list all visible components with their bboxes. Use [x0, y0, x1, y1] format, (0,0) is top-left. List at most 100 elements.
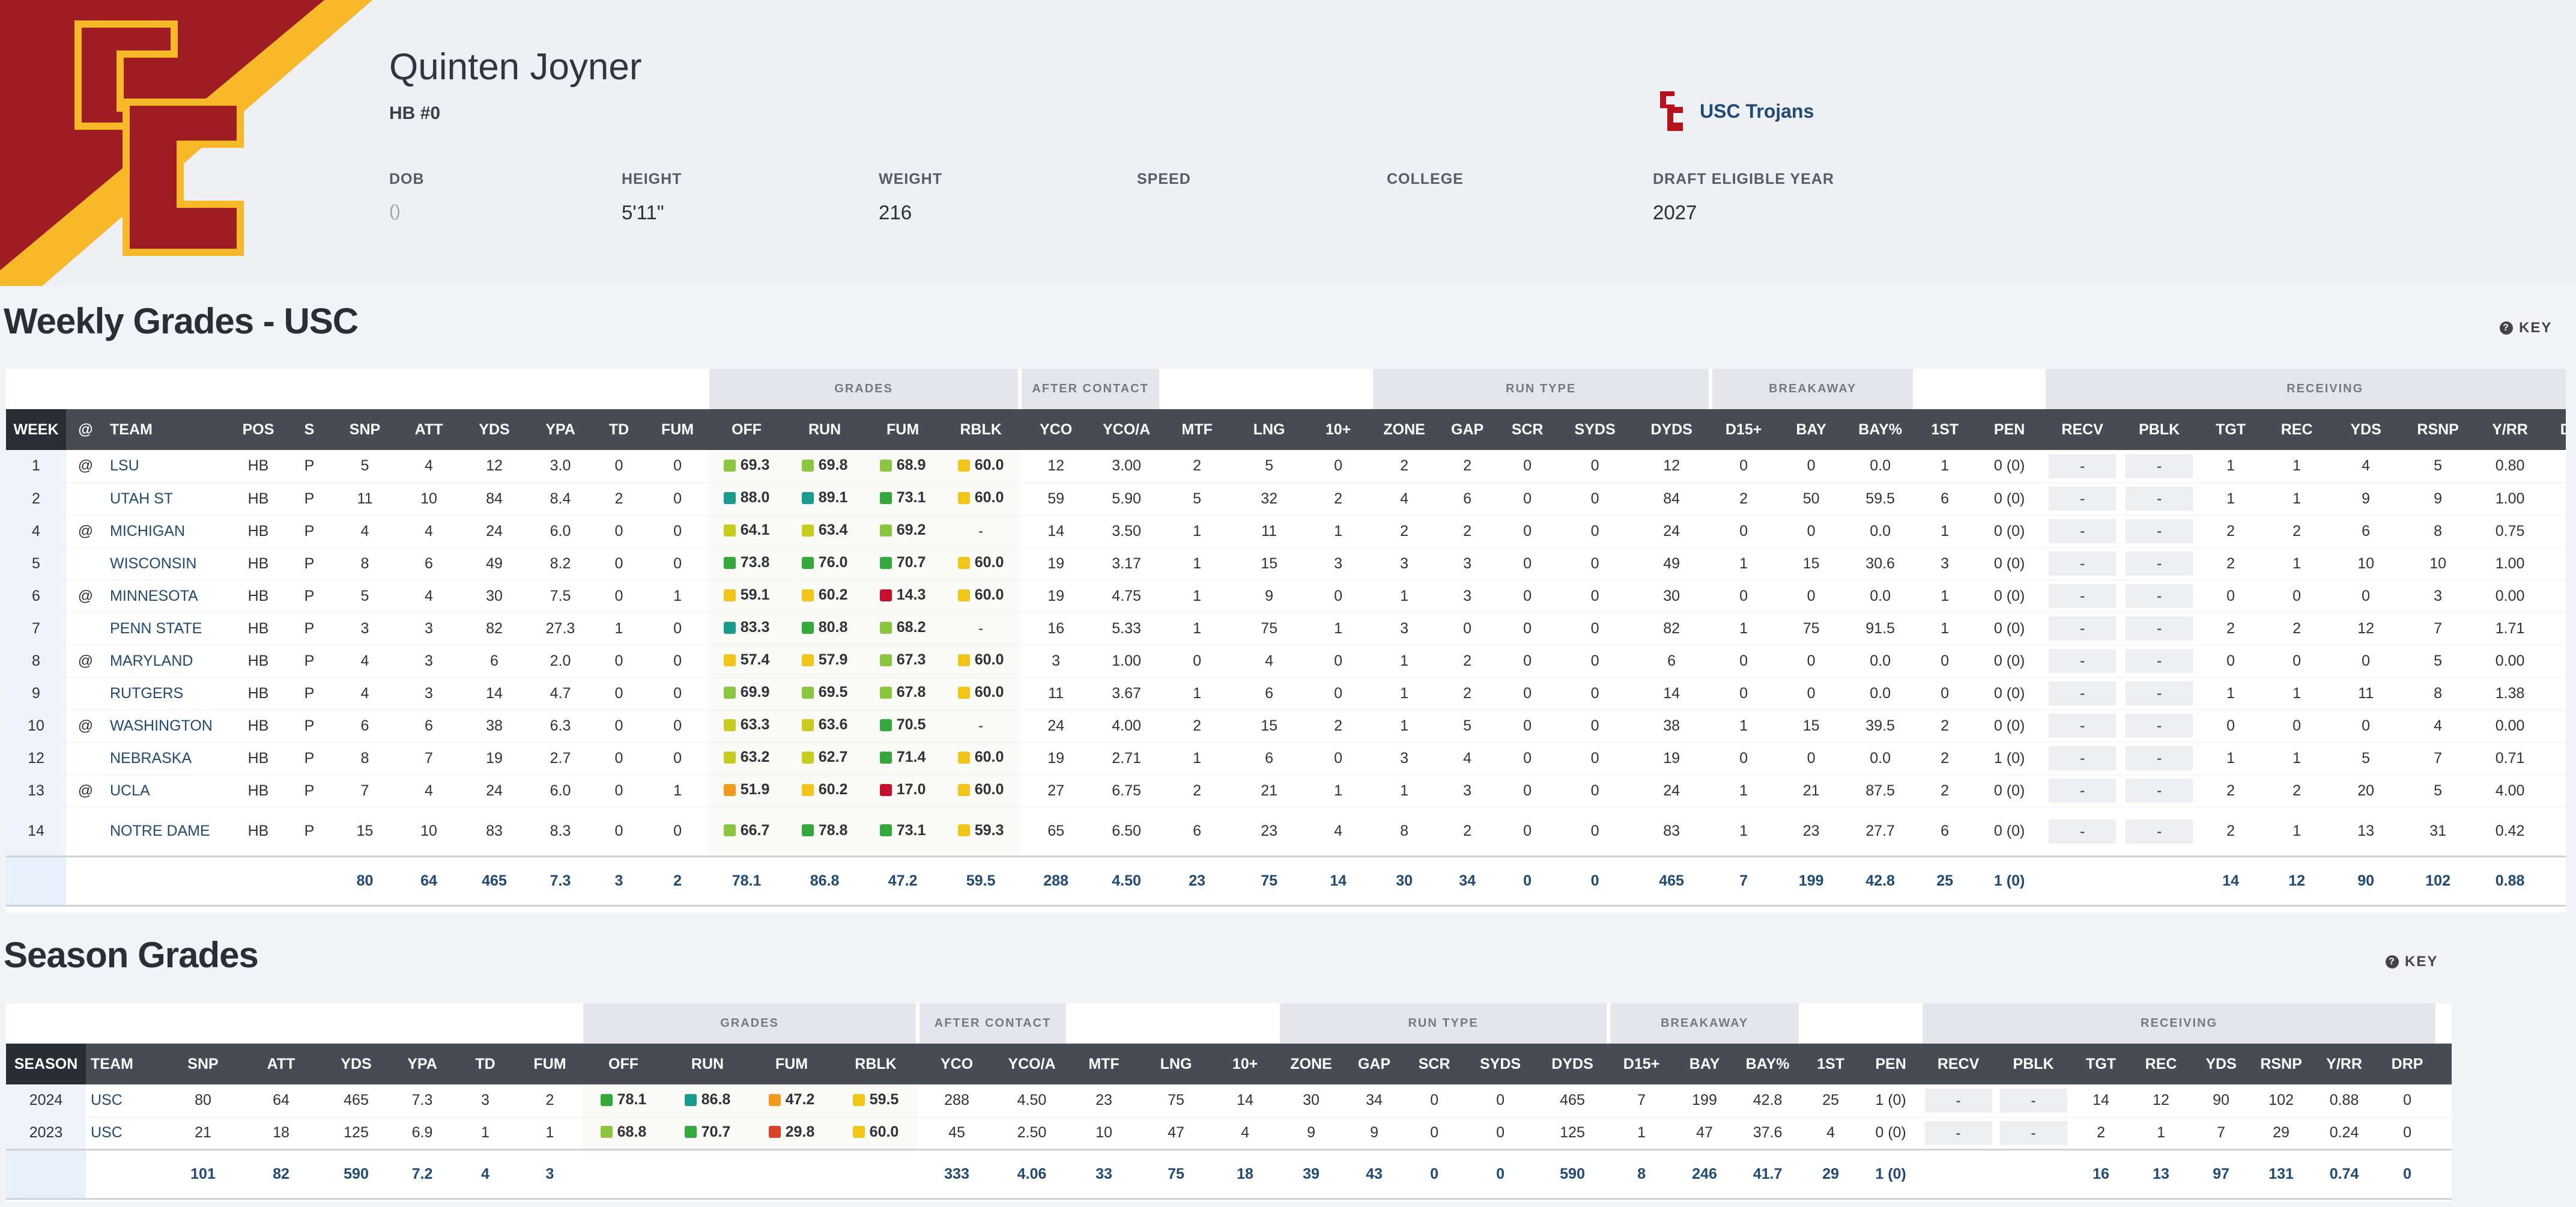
col-recv[interactable]: RECV — [1921, 1044, 1996, 1084]
col-bay[interactable]: BAY% — [1735, 1044, 1801, 1084]
col-rec[interactable]: REC — [2264, 409, 2330, 450]
col-ypa[interactable]: YPA — [392, 1044, 452, 1084]
col-s[interactable]: S — [288, 409, 330, 450]
col-lng[interactable]: LNG — [1140, 1044, 1213, 1084]
table-row[interactable]: 2 UTAH ST HB P 11 10 84 8.4 2 0 88.0 89.1 73.1 60.0 59… — [6, 482, 2566, 515]
col-fum[interactable]: FUM — [864, 409, 942, 450]
col-1st[interactable]: 1ST — [1915, 409, 1975, 450]
col-col[interactable]: @ — [66, 409, 105, 450]
col-rec[interactable]: REC — [2131, 1044, 2192, 1084]
table-row[interactable]: 2023 USC 21 18 125 6.9 1 1 68.8 70.7 29.8 60.0 45 2.5… — [6, 1117, 2452, 1150]
col-td[interactable]: TD — [590, 409, 647, 450]
table-row[interactable]: 14 NOTRE DAME HB P 15 10 83 8.3 0 0 66.7 78.8 73.1 59… — [6, 807, 2566, 857]
col-syds[interactable]: SYDS — [1557, 409, 1633, 450]
cell-team[interactable]: PENN STATE — [105, 612, 228, 645]
col-10[interactable]: 10+ — [1212, 1044, 1279, 1084]
col-recv[interactable]: RECV — [2044, 409, 2121, 450]
col-pblk[interactable]: PBLK — [2121, 409, 2198, 450]
cell-team[interactable]: LSU — [105, 450, 228, 483]
col-run[interactable]: RUN — [786, 409, 864, 450]
season-key-button[interactable]: ? KEY — [2386, 953, 2438, 970]
col-yds[interactable]: YDS — [2191, 1044, 2252, 1084]
col-gap[interactable]: GAP — [1344, 1044, 1405, 1084]
col-run[interactable]: RUN — [665, 1044, 750, 1084]
col-snp[interactable]: SNP — [164, 1044, 242, 1084]
cell-team[interactable]: UTAH ST — [105, 482, 228, 515]
col-gap[interactable]: GAP — [1437, 409, 1498, 450]
col-d15[interactable]: D15+ — [1608, 1044, 1675, 1084]
cell-team[interactable]: RUTGERS — [105, 677, 228, 710]
col-bay[interactable]: BAY% — [1846, 409, 1915, 450]
col-pos[interactable]: POS — [228, 409, 288, 450]
col-mtf[interactable]: MTF — [1161, 409, 1234, 450]
col-tgt[interactable]: TGT — [2198, 409, 2264, 450]
table-row[interactable]: 2024 USC 80 64 465 7.3 3 2 78.1 86.8 47.2 59.5 288 4.… — [6, 1084, 2452, 1117]
col-pen[interactable]: PEN — [1975, 409, 2044, 450]
col-season[interactable]: SEASON — [6, 1044, 86, 1084]
col-rblk[interactable]: RBLK — [942, 409, 1020, 450]
col-scr[interactable]: SCR — [1404, 1044, 1465, 1084]
col-d15[interactable]: D15+ — [1711, 409, 1777, 450]
col-ypa[interactable]: YPA — [530, 409, 590, 450]
col-yco-a[interactable]: YCO/A — [996, 1044, 1068, 1084]
table-row[interactable]: 13 @ UCLA HB P 7 4 24 6.0 0 1 51.9 60.2 17.0 60.0 27 6.7… — [6, 774, 2566, 807]
col-zone[interactable]: ZONE — [1278, 1044, 1345, 1084]
col-off[interactable]: OFF — [708, 409, 786, 450]
table-row[interactable]: 6 @ MINNESOTA HB P 5 4 30 7.5 0 1 59.1 60.2 14.3 60.0 1… — [6, 580, 2566, 613]
col-pblk[interactable]: PBLK — [1996, 1044, 2071, 1084]
col-week[interactable]: WEEK — [6, 409, 66, 450]
cell-team[interactable]: UCLA — [105, 774, 228, 807]
col-rsnp[interactable]: RSNP — [2402, 409, 2474, 450]
table-row[interactable]: 12 NEBRASKA HB P 8 7 19 2.7 0 0 63.2 62.7 71.4 60.0 19… — [6, 742, 2566, 775]
col-syds[interactable]: SYDS — [1464, 1044, 1537, 1084]
col-fum[interactable]: FUM — [647, 409, 708, 450]
table-row[interactable]: 9 RUTGERS HB P 4 3 14 4.7 0 0 69.9 69.5 67.8 60.0 11 3.… — [6, 677, 2566, 710]
col-dyds[interactable]: DYDS — [1536, 1044, 1609, 1084]
col-lng[interactable]: LNG — [1233, 409, 1306, 450]
col-elu[interactable]: ELU — [2437, 1044, 2452, 1084]
col-drp[interactable]: DRP — [2377, 1044, 2438, 1084]
weekly-key-button[interactable]: ? KEY — [2500, 320, 2552, 336]
col-yco[interactable]: YCO — [918, 1044, 996, 1084]
col-mtf[interactable]: MTF — [1068, 1044, 1141, 1084]
col-att[interactable]: ATT — [399, 409, 458, 450]
cell-team[interactable]: MICHIGAN — [105, 515, 228, 548]
col-team[interactable]: TEAM — [86, 1044, 164, 1084]
col-yco-a[interactable]: YCO/A — [1092, 409, 1162, 450]
col-y-rr[interactable]: Y/RR — [2311, 1044, 2378, 1084]
col-zone[interactable]: ZONE — [1371, 409, 1438, 450]
col-pen[interactable]: PEN — [1861, 1044, 1921, 1084]
table-row[interactable]: 10 @ WASHINGTON HB P 6 6 38 6.3 0 0 63.3 63.6 70.5-24… — [6, 710, 2566, 743]
col-drp[interactable]: DRP — [2546, 409, 2566, 450]
team-link[interactable]: USC Trojans — [1658, 90, 1814, 132]
cell-team[interactable]: MARYLAND — [105, 645, 228, 678]
table-row[interactable]: 1 @ LSU HB P 5 4 12 3.0 0 0 69.3 69.8 68.9 60.0 12 3.00 2… — [6, 450, 2566, 483]
col-10[interactable]: 10+ — [1305, 409, 1372, 450]
col-1st[interactable]: 1ST — [1801, 1044, 1861, 1084]
col-fum[interactable]: FUM — [750, 1044, 834, 1084]
col-off[interactable]: OFF — [581, 1044, 665, 1084]
col-yds[interactable]: YDS — [320, 1044, 392, 1084]
col-rblk[interactable]: RBLK — [834, 1044, 918, 1084]
col-snp[interactable]: SNP — [330, 409, 399, 450]
table-row[interactable]: 8 @ MARYLAND HB P 4 3 6 2.0 0 0 57.4 57.9 67.3 60.0 3 1.… — [6, 645, 2566, 678]
col-yco[interactable]: YCO — [1020, 409, 1093, 450]
col-yds[interactable]: YDS — [458, 409, 530, 450]
cell-team[interactable]: NOTRE DAME — [105, 807, 228, 857]
cell-team[interactable]: MINNESOTA — [105, 580, 228, 613]
col-fum[interactable]: FUM — [518, 1044, 581, 1084]
cell-team[interactable]: WASHINGTON — [105, 710, 228, 743]
table-row[interactable]: 7 PENN STATE HB P 3 3 82 27.3 1 0 83.3 80.8 68.2-16 5… — [6, 612, 2566, 645]
col-rsnp[interactable]: RSNP — [2251, 1044, 2312, 1084]
table-row[interactable]: 4 @ MICHIGAN HB P 4 4 24 6.0 0 0 64.1 63.4 69.2-14 3.5… — [6, 515, 2566, 548]
col-dyds[interactable]: DYDS — [1632, 409, 1711, 450]
cell-team[interactable]: USC — [86, 1117, 164, 1150]
col-bay[interactable]: BAY — [1777, 409, 1846, 450]
cell-team[interactable]: USC — [86, 1084, 164, 1117]
table-row[interactable]: 5 WISCONSIN HB P 8 6 49 8.2 0 0 73.8 76.0 70.7 60.0 19… — [6, 547, 2566, 580]
col-td[interactable]: TD — [452, 1044, 518, 1084]
col-y-rr[interactable]: Y/RR — [2474, 409, 2547, 450]
col-team[interactable]: TEAM — [105, 409, 228, 450]
col-scr[interactable]: SCR — [1497, 409, 1558, 450]
cell-team[interactable]: NEBRASKA — [105, 742, 228, 775]
